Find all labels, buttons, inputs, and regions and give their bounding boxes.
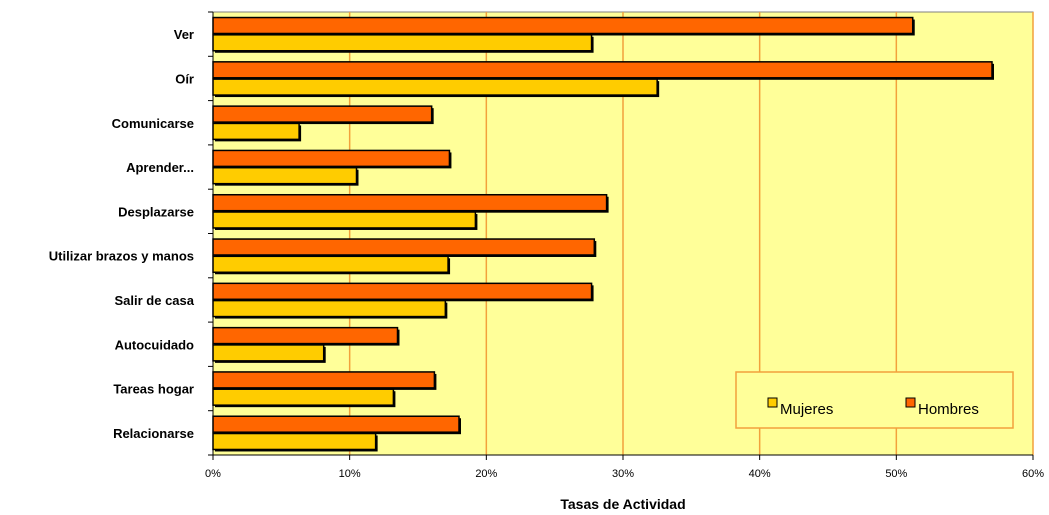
category-label: Autocuidado — [115, 337, 194, 352]
x-axis: 0% 10% 20% 30% 40% 50% 60% — [205, 454, 1044, 480]
legend-label: Mujeres — [780, 401, 833, 418]
bar-hombres — [212, 326, 399, 345]
bar-mujeres — [212, 432, 377, 451]
bars — [212, 16, 994, 452]
category-label: Aprender... — [126, 160, 194, 175]
bar-hombres — [212, 193, 608, 212]
bar-hombres — [212, 371, 436, 389]
x-tick-label: 50% — [885, 468, 907, 480]
bar-hombres — [212, 238, 596, 256]
bar-mujeres — [212, 388, 395, 406]
x-tick-label: 60% — [1022, 468, 1044, 480]
bar-hombres — [212, 16, 914, 35]
x-tick-label: 20% — [475, 468, 497, 480]
bar-hombres — [212, 415, 460, 433]
category-label: Tareas hogar — [113, 382, 194, 397]
legend-box — [735, 371, 1014, 429]
category-label: Comunicarse — [112, 116, 194, 131]
bar-hombres — [212, 105, 433, 123]
category-label: Relacionarse — [113, 426, 194, 441]
bar-mujeres — [212, 166, 358, 185]
category-label: Utilizar brazos y manos — [49, 249, 194, 264]
legend-label: Hombres — [918, 401, 979, 418]
bar-mujeres — [212, 78, 658, 96]
legend-swatch — [905, 397, 916, 408]
legend-swatch — [767, 397, 778, 408]
x-tick-label: 30% — [612, 468, 634, 480]
bar-mujeres — [212, 299, 447, 318]
x-tick-label: 40% — [749, 468, 771, 480]
bar-hombres — [212, 282, 593, 301]
bar-mujeres — [212, 211, 477, 229]
bar-mujeres — [212, 344, 325, 362]
category-label: Salir de casa — [115, 293, 195, 308]
bar-hombres — [212, 61, 993, 79]
bar-mujeres — [212, 122, 300, 141]
category-label: Ver — [174, 27, 194, 42]
bar-hombres — [212, 149, 451, 168]
y-axis: Ver Oír Comunicarse Aprender... Desplazarse U… — [49, 11, 214, 456]
bar-mujeres — [212, 255, 449, 274]
category-label: Oír — [175, 71, 194, 86]
bar-mujeres — [212, 34, 593, 52]
legend: Mujeres Hombres — [735, 371, 1014, 429]
x-tick-label: 0% — [205, 468, 221, 480]
category-label: Desplazarse — [118, 204, 194, 219]
x-axis-title: Tasas de Actividad — [560, 496, 685, 512]
x-tick-label: 10% — [339, 468, 361, 480]
